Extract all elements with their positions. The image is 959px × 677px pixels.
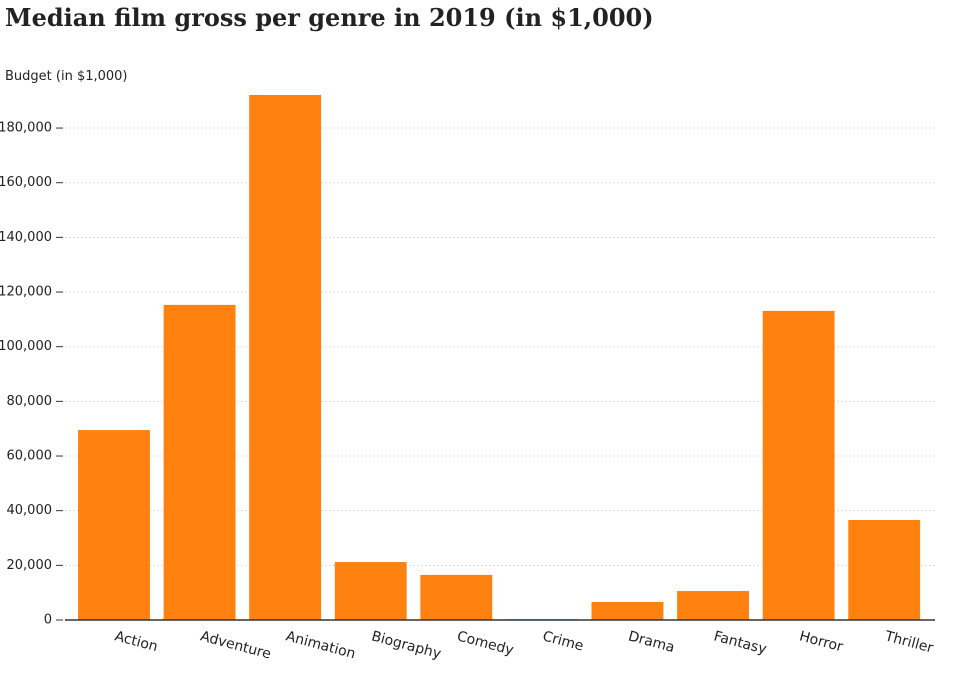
y-tick-label: 140,000: [0, 230, 52, 245]
chart-title: Median film gross per genre in 2019 (in …: [5, 3, 654, 32]
x-tick-label: Horror: [798, 628, 845, 655]
bar: [591, 601, 664, 620]
bar: [762, 310, 835, 620]
y-axis-label: Budget (in $1,000): [5, 69, 128, 84]
y-tick-label: 100,000: [0, 339, 52, 354]
bar: [78, 430, 150, 620]
x-tick-label: Animation: [284, 628, 357, 662]
bar: [334, 562, 407, 620]
x-tick-label: Crime: [541, 628, 585, 654]
y-tick-label: 20,000: [7, 558, 53, 573]
y-tick-label: 120,000: [0, 285, 52, 300]
y-tick-label: 0: [44, 613, 52, 628]
bar: [677, 591, 749, 620]
x-tick-label: Action: [113, 628, 160, 655]
bar: [848, 519, 921, 620]
bar: [163, 304, 236, 620]
y-tick-label: 160,000: [0, 175, 52, 190]
x-tick-label: Fantasy: [712, 628, 768, 657]
y-tick-label: 180,000: [0, 121, 52, 136]
bar: [249, 94, 322, 620]
x-tick-label: Comedy: [455, 628, 515, 658]
y-tick-label: 60,000: [7, 449, 53, 464]
x-tick-label: Thriller: [882, 628, 935, 657]
x-tick-label: Biography: [370, 628, 443, 662]
bar: [420, 574, 493, 620]
x-tick-label: Drama: [626, 628, 676, 656]
x-tick-label: Adventure: [199, 628, 273, 662]
y-tick-label: 40,000: [7, 503, 53, 518]
y-tick-label: 80,000: [7, 394, 53, 409]
